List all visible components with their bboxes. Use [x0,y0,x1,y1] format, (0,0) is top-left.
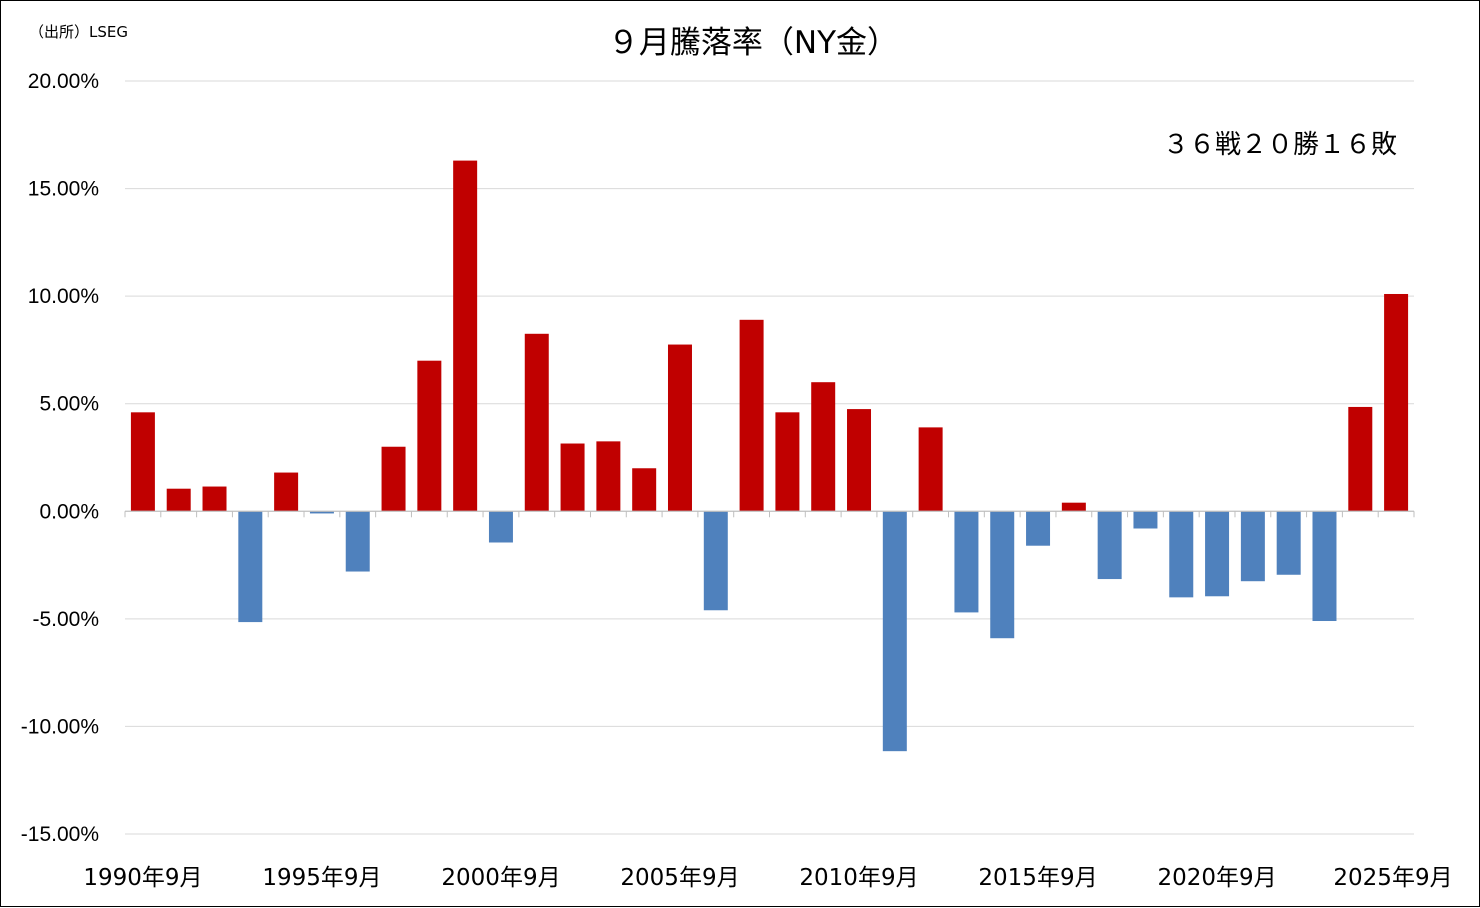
gridlines [125,80,1414,835]
bar [703,511,728,611]
bar [1097,511,1122,580]
bar [1348,406,1373,512]
bar [1133,511,1158,529]
bar [274,472,299,512]
bar [309,511,334,514]
bar [130,412,155,512]
bar [596,441,621,512]
bar [1061,502,1086,512]
bar [1240,511,1265,582]
x-tick-label: 2015年9月 [978,865,1097,891]
y-axis-ticks: 20.00% 15.00% 10.00% 5.00% 0.00% -5.00% -10.00… [21,70,99,846]
x-tick-label: 2010年9月 [799,865,918,891]
win-loss-annotation: ３６戦２０勝１６敗 [1163,130,1397,160]
bar [166,488,191,512]
y-tick-label: -5.00% [32,608,99,631]
bar [345,511,370,572]
bar [1312,511,1337,622]
bar [882,511,907,752]
bar [632,468,657,512]
bar [918,427,943,512]
x-tick-label: 2000年9月 [441,865,560,891]
bar [775,412,800,512]
y-tick-label: 0.00% [39,500,99,523]
x-axis-ticks: 1990年9月 1995年9月 2000年9月 2005年9月 2010年9月 2015年… [83,865,1452,891]
bar [990,511,1015,639]
bar [1276,511,1301,575]
x-tick-label: 2005年9月 [620,865,739,891]
chart-title: ９月騰落率（NY金） [608,25,898,61]
bar [453,160,478,512]
bar [1384,293,1409,512]
y-tick-label: 10.00% [28,285,99,308]
bar [954,511,979,613]
bar [1205,511,1230,597]
bar [238,511,263,623]
bar [1026,511,1051,546]
bar [1169,511,1194,598]
bar [560,443,585,512]
y-tick-label: 5.00% [39,393,99,416]
x-tick-label: 1990年9月 [83,865,202,891]
bars [130,160,1409,752]
y-tick-label: 20.00% [28,70,99,93]
bar [739,319,764,512]
bar [381,446,406,512]
x-tick-label: 2025年9月 [1333,865,1452,891]
x-axis [124,510,1415,518]
bar [488,511,513,543]
x-tick-label: 2020年9月 [1158,865,1277,891]
bar [811,382,836,512]
bar [847,409,872,512]
source-label: （出所）LSEG [29,23,128,41]
y-tick-label: -10.00% [21,715,99,738]
bar [524,333,549,512]
bar [667,344,692,512]
bar [417,360,442,512]
y-tick-label: -15.00% [21,823,99,846]
bar [202,486,227,512]
x-tick-label: 1995年9月 [262,865,381,891]
y-tick-label: 15.00% [28,178,99,201]
